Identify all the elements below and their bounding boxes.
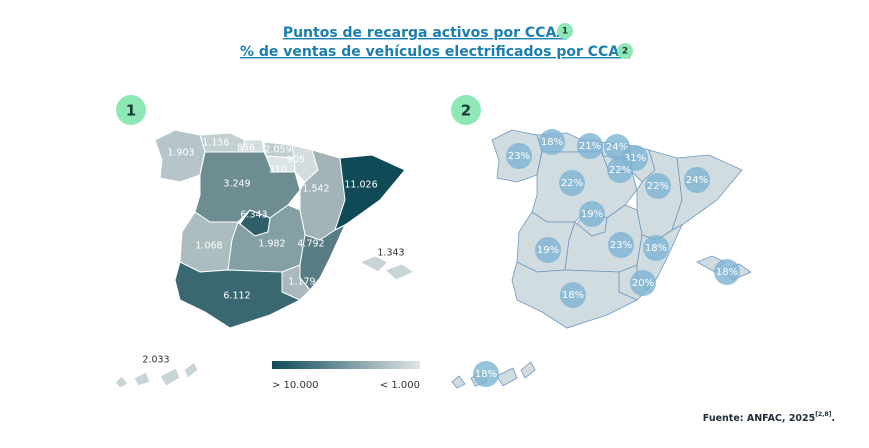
title-badge-text: 2 bbox=[622, 47, 628, 57]
value-bubble bbox=[577, 133, 603, 159]
region bbox=[174, 261, 302, 329]
region-value: 18% bbox=[645, 243, 667, 254]
source-end: . bbox=[831, 413, 835, 424]
region-value: 1.903 bbox=[167, 148, 194, 159]
region bbox=[451, 375, 466, 389]
region-value: 18% bbox=[562, 290, 584, 301]
map-badge bbox=[451, 95, 481, 125]
region-value: 31% bbox=[624, 153, 646, 164]
region-value: 1.343 bbox=[377, 248, 404, 259]
region-value: 856 bbox=[237, 143, 255, 154]
title-line-2: % de ventas de vehículos electrificados … bbox=[240, 44, 630, 60]
region-value: 6.112 bbox=[223, 291, 250, 302]
source: Fuente: ANFAC, 2025[2,8]. bbox=[703, 411, 835, 424]
region bbox=[384, 263, 416, 281]
map-badge-text: 2 bbox=[461, 102, 471, 120]
region bbox=[358, 255, 389, 273]
region-value: 1.982 bbox=[258, 239, 285, 250]
title-badge bbox=[617, 43, 633, 59]
value-bubble bbox=[560, 282, 586, 308]
title-line-1: Puntos de recarga activos por CCAA bbox=[283, 25, 567, 41]
region-value: 21% bbox=[579, 141, 601, 152]
region-value: 18% bbox=[475, 369, 497, 380]
region-value: 24% bbox=[606, 142, 628, 153]
value-bubble bbox=[630, 270, 656, 296]
region-value: 1.542 bbox=[302, 184, 329, 195]
region-value: 2.033 bbox=[142, 355, 169, 366]
region-value: 19% bbox=[581, 209, 603, 220]
value-bubble bbox=[645, 173, 671, 199]
value-bubble bbox=[535, 237, 561, 263]
legend-high: > 10.000 bbox=[272, 380, 319, 391]
region-value: 1.179 bbox=[288, 277, 315, 288]
map-badge-text: 1 bbox=[126, 102, 136, 120]
value-bubble bbox=[643, 235, 669, 261]
region-value: 11.026 bbox=[344, 180, 377, 191]
value-bubble bbox=[506, 143, 532, 169]
value-bubble bbox=[579, 201, 605, 227]
region-value: 23% bbox=[508, 151, 530, 162]
region-value: 310 bbox=[269, 165, 287, 176]
legend-low: < 1.000 bbox=[380, 380, 420, 391]
region-value: 24% bbox=[686, 175, 708, 186]
region bbox=[671, 154, 743, 231]
value-bubble bbox=[714, 259, 740, 285]
map-badge bbox=[116, 95, 146, 125]
region-value: 18% bbox=[541, 137, 563, 148]
value-bubble bbox=[684, 167, 710, 193]
region-value: 23% bbox=[610, 240, 632, 251]
region bbox=[183, 361, 199, 379]
title-badge-text: 1 bbox=[562, 27, 568, 37]
region-value: 1.068 bbox=[195, 241, 222, 252]
legend-gradient bbox=[272, 361, 420, 369]
value-bubble bbox=[473, 361, 499, 387]
source-ref: [2,8] bbox=[815, 411, 831, 418]
title-badge bbox=[557, 23, 573, 39]
source-text: Fuente: ANFAC, 2025 bbox=[703, 413, 815, 424]
region bbox=[520, 361, 536, 379]
region-value: 3.249 bbox=[223, 179, 250, 190]
region-value: 18% bbox=[716, 267, 738, 278]
region-value: 19% bbox=[537, 245, 559, 256]
region-value: 22% bbox=[561, 178, 583, 189]
region bbox=[114, 375, 129, 389]
region-value: 22% bbox=[609, 165, 631, 176]
region-value: 2.059 bbox=[264, 145, 291, 156]
region-value: 6.343 bbox=[240, 210, 267, 221]
region-value: 22% bbox=[647, 181, 669, 192]
value-bubble bbox=[608, 232, 634, 258]
map-electrified-sales: 23%18% 21% 24%31%22%22% 22%24%19%19% 23% 18%1… bbox=[451, 129, 752, 389]
value-bubble bbox=[559, 170, 585, 196]
region-value: 4.792 bbox=[297, 239, 324, 250]
value-bubble bbox=[607, 157, 633, 183]
region bbox=[496, 367, 518, 387]
region bbox=[133, 371, 151, 387]
region bbox=[159, 367, 181, 387]
region bbox=[334, 154, 406, 231]
region-value: 905 bbox=[287, 155, 305, 166]
region-value: 20% bbox=[632, 278, 654, 289]
region-value: 1.156 bbox=[202, 138, 229, 149]
value-bubble bbox=[539, 129, 565, 155]
